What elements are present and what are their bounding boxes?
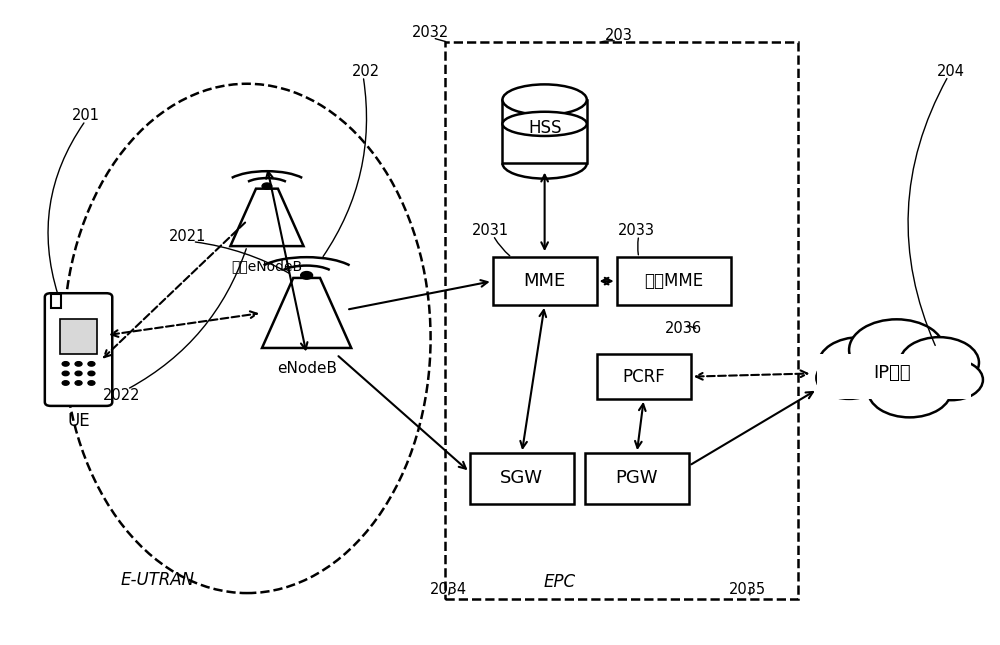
Ellipse shape	[502, 112, 587, 136]
Text: EPC: EPC	[543, 573, 576, 591]
Circle shape	[62, 362, 69, 366]
Bar	[597, 354, 691, 399]
Circle shape	[88, 381, 95, 385]
Text: eNodeB: eNodeB	[277, 361, 337, 375]
Text: 2021: 2021	[169, 229, 206, 244]
Circle shape	[75, 362, 82, 366]
Circle shape	[868, 364, 951, 417]
Bar	[60, 319, 97, 354]
Text: MME: MME	[524, 272, 566, 290]
Text: 其它MME: 其它MME	[644, 272, 703, 290]
Bar	[493, 257, 597, 305]
Circle shape	[262, 183, 272, 189]
Text: 204: 204	[937, 63, 965, 79]
Circle shape	[62, 372, 69, 375]
Text: IP业务: IP业务	[873, 364, 911, 382]
Text: 2032: 2032	[412, 25, 449, 41]
Text: 201: 201	[71, 108, 99, 123]
Text: 203: 203	[605, 28, 633, 43]
Text: 202: 202	[352, 63, 380, 79]
Text: 2031: 2031	[472, 223, 509, 238]
Ellipse shape	[502, 84, 587, 115]
Text: 其它eNodeB: 其它eNodeB	[231, 259, 303, 273]
Text: 2036: 2036	[665, 321, 702, 336]
Circle shape	[75, 381, 82, 385]
Circle shape	[816, 357, 882, 399]
Text: PGW: PGW	[616, 470, 658, 488]
Text: HSS: HSS	[528, 119, 561, 137]
Text: PCRF: PCRF	[622, 368, 665, 386]
Circle shape	[88, 362, 95, 366]
Bar	[817, 354, 971, 399]
Bar	[445, 43, 798, 599]
Circle shape	[818, 337, 902, 391]
Circle shape	[919, 359, 983, 400]
Text: 2035: 2035	[729, 582, 766, 597]
Bar	[585, 453, 689, 504]
Circle shape	[900, 337, 979, 388]
Bar	[51, 295, 61, 308]
Circle shape	[75, 372, 82, 375]
Text: UE: UE	[67, 412, 90, 430]
Bar	[617, 257, 731, 305]
Text: SGW: SGW	[500, 470, 543, 488]
Text: 2034: 2034	[430, 582, 467, 597]
Text: 2033: 2033	[618, 223, 655, 238]
Text: 2022: 2022	[102, 388, 140, 403]
Bar	[502, 100, 587, 163]
Bar	[470, 453, 574, 504]
Polygon shape	[230, 189, 304, 246]
Text: E-UTRAN: E-UTRAN	[121, 571, 195, 590]
Circle shape	[88, 372, 95, 375]
Circle shape	[301, 272, 313, 279]
Polygon shape	[262, 278, 351, 348]
FancyBboxPatch shape	[45, 293, 112, 406]
Circle shape	[849, 319, 944, 381]
Circle shape	[62, 381, 69, 385]
